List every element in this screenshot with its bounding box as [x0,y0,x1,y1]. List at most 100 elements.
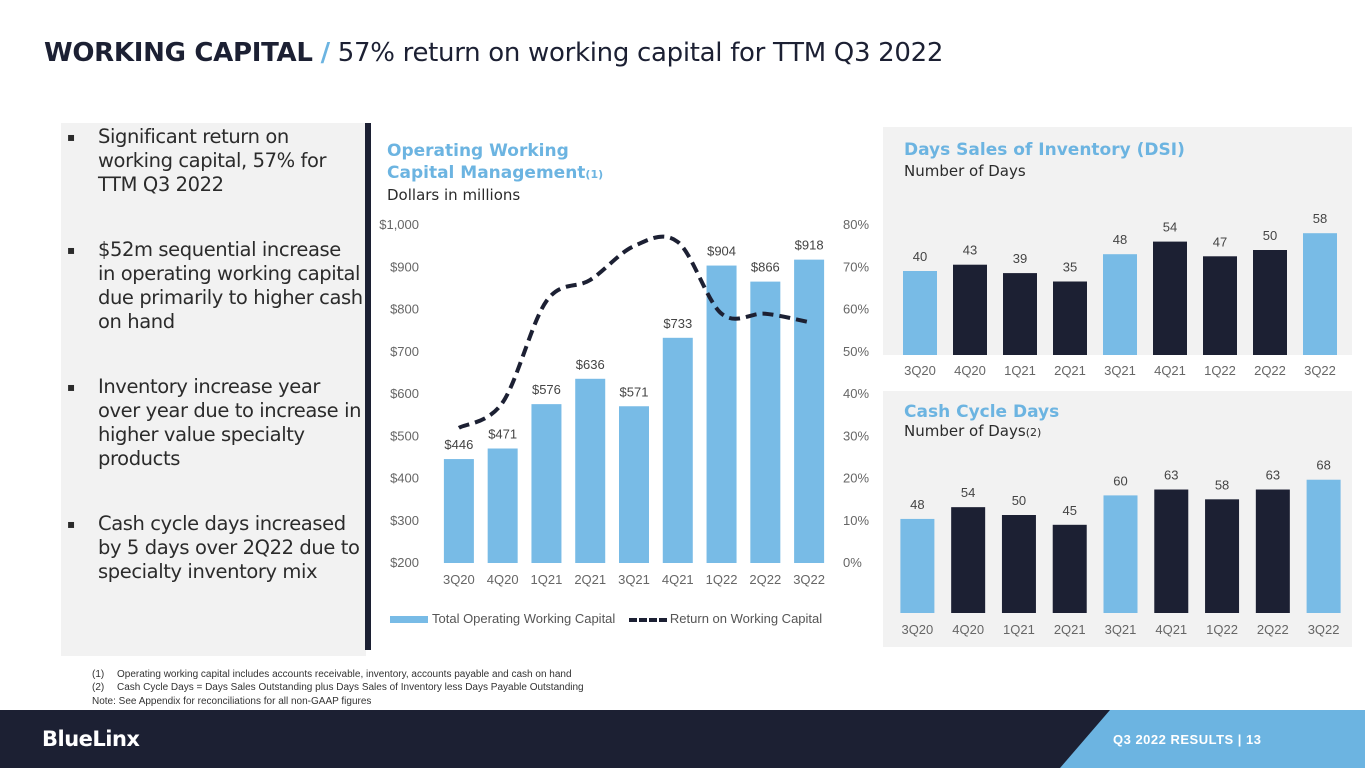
y2-axis-tick-label: 20% [843,471,869,486]
y-axis-tick-label: $300 [390,513,419,528]
footnote-ref: (1) [585,168,604,181]
bar [1154,489,1189,613]
bullet-text: Cash cycle days increased by 5 days over… [98,512,360,583]
bar-value-label: 45 [1062,503,1076,518]
bar-value-label: 54 [1163,220,1177,235]
bar-value-label: 35 [1063,260,1077,275]
bar-value-label: 63 [1164,468,1178,483]
y2-axis-tick-label: 30% [843,428,869,443]
title-separator: / [320,38,331,68]
x-axis-tick-label: 1Q22 [1206,622,1238,637]
y-axis-tick-label: $900 [390,259,419,274]
results-badge [1060,710,1365,768]
bar-value-label: 68 [1316,458,1330,473]
x-axis-tick-label: 2Q22 [1257,622,1289,637]
bar-value-label: $866 [751,260,780,275]
bar [900,518,935,613]
x-axis-tick-label: 2Q22 [749,572,781,587]
x-axis-tick-label: 1Q22 [706,572,738,587]
bar-value-label: 43 [963,243,977,258]
bar-value-label: $471 [488,427,517,442]
bar-value-label: 60 [1113,473,1127,488]
bar [662,337,693,563]
bar [1053,281,1087,355]
dsi-subtitle: Number of Days [904,162,1026,180]
bar-value-label: 63 [1266,468,1280,483]
bar [1003,273,1037,355]
bar [794,259,825,563]
bluelinx-logo: BlueLinx [42,727,140,751]
x-axis-tick-label: 3Q22 [793,572,825,587]
bullet-text: Significant return on working capital, 5… [98,125,327,196]
bar-value-label: $636 [576,357,605,372]
bar [1255,489,1290,613]
bar [443,459,474,563]
cash-cycle-panel: Cash Cycle Days Number of Days(2) 48 3Q20… [883,391,1352,647]
bullet-square-icon: ▪ [67,243,75,257]
footnote-1: (1) Operating working capital includes ac… [92,669,572,680]
x-axis-tick-label: 4Q20 [954,363,986,378]
bar-value-label: $576 [532,382,561,397]
x-axis-tick-label: 3Q20 [443,572,475,587]
bar-value-label: 48 [910,497,924,512]
bullet-item: ▪ Significant return on working capital, … [61,125,363,197]
x-axis-tick-label: 2Q21 [1054,622,1086,637]
y2-axis-tick-label: 40% [843,386,869,401]
bar-value-label: 58 [1215,477,1229,492]
x-axis-tick-label: 1Q21 [531,572,563,587]
footnote-ref: (2) [1025,426,1042,439]
y-axis-tick-label: $200 [390,555,419,570]
bullet-square-icon: ▪ [67,517,75,531]
bar-value-label: 50 [1012,493,1026,508]
title-subtitle: 57% return on working capital for TTM Q3… [337,38,944,68]
return-line-series [457,234,810,430]
bullet-text: Inventory increase year over year due to… [98,375,362,470]
x-axis-tick-label: 3Q21 [618,572,650,587]
y2-axis-tick-label: 80% [843,217,869,232]
dsi-title: Days Sales of Inventory (DSI) [904,140,1185,160]
bar-value-label: 40 [913,249,927,264]
x-axis-tick-label: 3Q21 [1105,622,1137,637]
bar [1303,233,1337,355]
bullet-square-icon: ▪ [67,380,75,394]
x-axis-tick-label: 1Q21 [1004,363,1036,378]
y-axis-tick-label: $1,000 [379,217,419,232]
footnote-note: Note: See Appendix for reconciliations f… [92,696,372,707]
bar-value-label: 48 [1113,232,1127,247]
y2-axis-tick-label: 10% [843,513,869,528]
bar-value-label: 39 [1013,251,1027,266]
x-axis-tick-label: 1Q21 [1003,622,1035,637]
main-chart-title: Operating Working Capital Management(1) [387,141,604,183]
bullet-item: ▪ $52m sequential increase in operating w… [61,238,363,334]
bar [1153,241,1187,355]
bullet-panel: ▪ Significant return on working capital, … [61,123,366,656]
bar [903,271,937,355]
x-axis-tick-label: 2Q22 [1254,363,1286,378]
x-axis-tick-label: 4Q21 [1154,363,1186,378]
bar-value-label: 58 [1313,211,1327,226]
bar-value-label: $904 [707,244,736,259]
legend-bar-swatch [390,616,428,624]
dsi-panel: Days Sales of Inventory (DSI) Number of … [883,127,1352,378]
footnotes: (1) Operating working capital includes ac… [92,668,584,708]
panel-divider [365,123,371,650]
bar-value-label: $733 [663,316,692,331]
y2-axis-tick-label: 60% [843,302,869,317]
bar [1205,499,1240,613]
y2-axis-tick-label: 50% [843,344,869,359]
bar [1001,515,1036,613]
y-axis-tick-label: $600 [390,386,419,401]
y-axis-tick-label: $700 [390,344,419,359]
bar [953,264,987,355]
bar [619,406,649,563]
bar-value-label: 50 [1263,228,1277,243]
x-axis-tick-label: 1Q22 [1204,363,1236,378]
bar [1306,479,1341,613]
x-axis-tick-label: 3Q22 [1308,622,1340,637]
x-axis-tick-label: 3Q21 [1104,363,1136,378]
bar-value-label: $571 [620,384,649,399]
x-axis-tick-label: 3Q20 [901,622,933,637]
y-axis-tick-label: $800 [390,302,419,317]
x-axis-tick-label: 3Q20 [904,363,936,378]
bar-value-label: $918 [795,238,824,253]
